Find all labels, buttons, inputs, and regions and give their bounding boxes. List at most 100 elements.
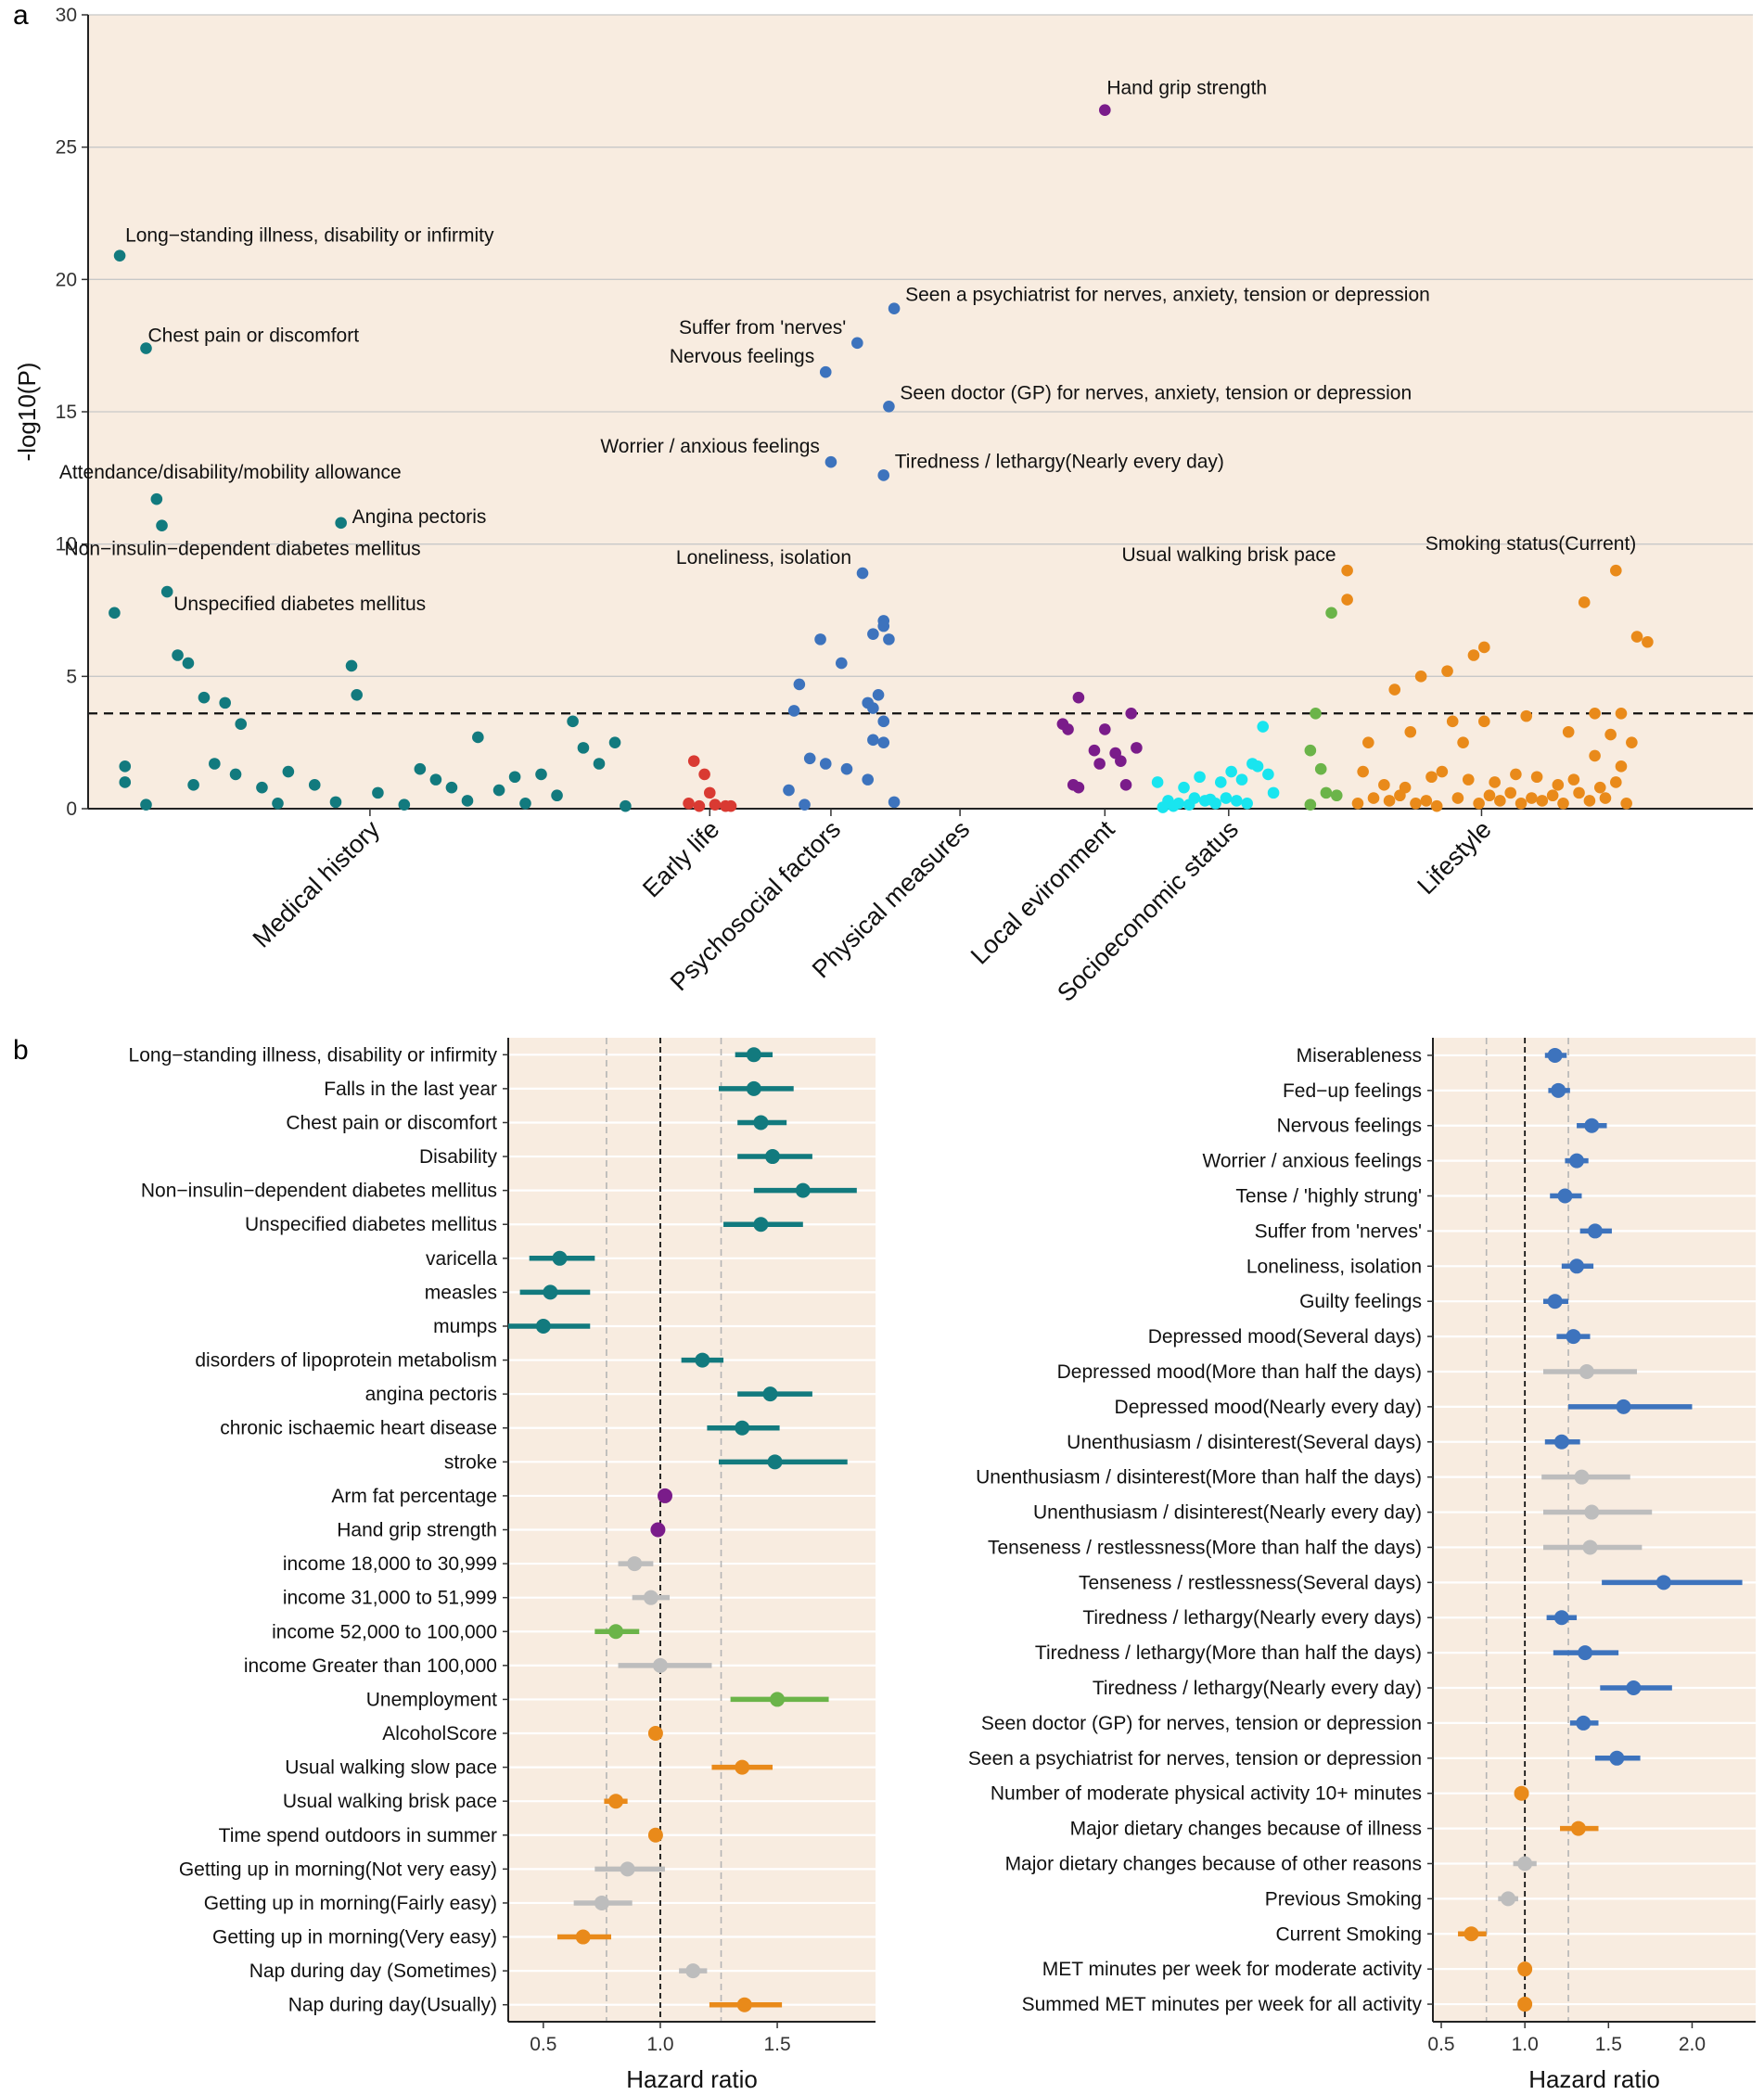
data-point	[1093, 758, 1106, 770]
hazard-ratio-point	[695, 1352, 710, 1368]
forest-plot-right: Miserableness Fed−up feelings Nervous feel…	[968, 1038, 1756, 2093]
row-label: Depressed mood(More than half the days)	[1057, 1361, 1422, 1383]
row-label: Nap during day(Usually)	[288, 1995, 497, 2016]
data-point	[1330, 789, 1343, 802]
data-point	[724, 799, 737, 812]
data-point	[819, 758, 832, 770]
data-point	[1436, 765, 1449, 778]
hazard-ratio-point	[1584, 1118, 1600, 1133]
data-point	[1573, 786, 1585, 799]
data-point	[888, 796, 901, 809]
hazard-ratio-point	[647, 1726, 663, 1742]
row-label: Arm fat percentage	[331, 1486, 497, 1507]
data-point	[1188, 792, 1201, 804]
hazard-ratio-point	[1514, 1785, 1529, 1801]
hazard-ratio-point	[608, 1794, 624, 1809]
row-label: Unspecified diabetes mellitus	[245, 1214, 497, 1235]
hazard-ratio-point	[1582, 1539, 1598, 1555]
labeled-data-point	[1099, 104, 1111, 117]
data-point	[1072, 781, 1085, 794]
row-label: Miserableness	[1297, 1045, 1422, 1067]
data-point	[229, 768, 242, 781]
row-label: Summed MET minutes per week for all acti…	[1022, 1994, 1423, 2015]
data-point	[1420, 795, 1433, 807]
data-point	[1615, 707, 1628, 720]
hazard-ratio-point	[762, 1386, 778, 1402]
row-label: Worrier / anxious feelings	[1202, 1151, 1422, 1172]
data-point	[235, 718, 248, 730]
data-point	[1362, 736, 1374, 748]
hazard-ratio-point	[1569, 1258, 1585, 1274]
data-point	[308, 779, 321, 791]
data-point	[429, 773, 442, 786]
row-label: Falls in the last year	[324, 1079, 497, 1100]
row-label: income 18,000 to 30,999	[283, 1553, 497, 1575]
data-point	[1457, 736, 1469, 748]
data-point	[1589, 707, 1601, 720]
data-point	[867, 628, 879, 640]
point-label: Attendance/disability/mobility allowance	[59, 462, 402, 483]
data-point	[519, 797, 531, 810]
data-point	[1088, 744, 1101, 757]
data-point	[1131, 742, 1143, 754]
row-label: Time spend outdoors in summer	[219, 1825, 497, 1846]
hazard-ratio-point	[552, 1250, 568, 1266]
hazard-ratio-point	[1517, 1997, 1533, 2012]
hazard-ratio-point	[1616, 1399, 1631, 1414]
data-point	[272, 797, 284, 810]
point-label: Unspecified diabetes mellitus	[173, 594, 426, 615]
data-point	[1341, 594, 1353, 606]
data-point	[840, 762, 853, 775]
labeled-data-point	[819, 365, 832, 378]
row-label: Unenthusiasm / disinterest(More than hal…	[976, 1467, 1422, 1488]
point-label: Tiredness / lethargy(Nearly every day)	[895, 451, 1224, 472]
hazard-ratio-point	[1553, 1610, 1569, 1626]
data-point	[1388, 683, 1401, 696]
hazard-ratio-point	[1464, 1926, 1479, 1942]
point-label: Seen doctor (GP) for nerves, anxiety, te…	[900, 382, 1412, 403]
data-point	[372, 786, 384, 799]
hazard-ratio-point	[647, 1827, 663, 1843]
x-tick-label: 1.5	[763, 2034, 790, 2055]
data-point	[1394, 789, 1406, 802]
data-point	[862, 773, 874, 786]
labeled-data-point	[856, 567, 869, 580]
row-label: varicella	[426, 1248, 497, 1270]
row-label: income Greater than 100,000	[244, 1655, 497, 1677]
y-tick-label: 25	[56, 137, 77, 159]
data-point	[1530, 771, 1543, 784]
data-point	[1520, 709, 1533, 722]
data-point	[799, 798, 811, 811]
point-label: Hand grip strength	[1106, 78, 1267, 99]
data-point	[877, 736, 890, 748]
data-point	[883, 633, 895, 645]
data-point	[472, 731, 484, 744]
row-label: Non−insulin−dependent diabetes mellitus	[141, 1181, 497, 1202]
data-point	[1209, 797, 1221, 810]
data-point	[172, 649, 184, 661]
data-point	[1615, 760, 1628, 773]
data-point	[835, 657, 848, 670]
hazard-ratio-point	[650, 1522, 666, 1538]
forest-plot-left: Long−standing illness, disability or inf…	[129, 1038, 876, 2093]
row-label: Getting up in morning(Very easy)	[212, 1927, 497, 1948]
labeled-data-point	[160, 585, 173, 598]
data-point	[351, 689, 363, 701]
data-point	[1262, 768, 1274, 781]
hazard-ratio-point	[620, 1861, 635, 1877]
hazard-ratio-point	[795, 1182, 811, 1198]
hazard-ratio-point	[1551, 1082, 1566, 1098]
hazard-ratio-point	[753, 1217, 769, 1233]
data-point	[256, 781, 268, 794]
row-label: Tense / 'highly strung'	[1235, 1186, 1422, 1207]
data-point	[187, 779, 199, 791]
row-label: Nap during day (Sometimes)	[249, 1961, 497, 1982]
hazard-ratio-point	[1569, 1153, 1585, 1169]
data-point	[703, 786, 716, 799]
row-label: Guilty feelings	[1299, 1291, 1422, 1312]
row-label: Getting up in morning(Not very easy)	[179, 1859, 497, 1880]
y-tick-label: 0	[66, 798, 77, 820]
point-label: Nervous feelings	[670, 346, 814, 367]
data-point	[1604, 728, 1617, 741]
